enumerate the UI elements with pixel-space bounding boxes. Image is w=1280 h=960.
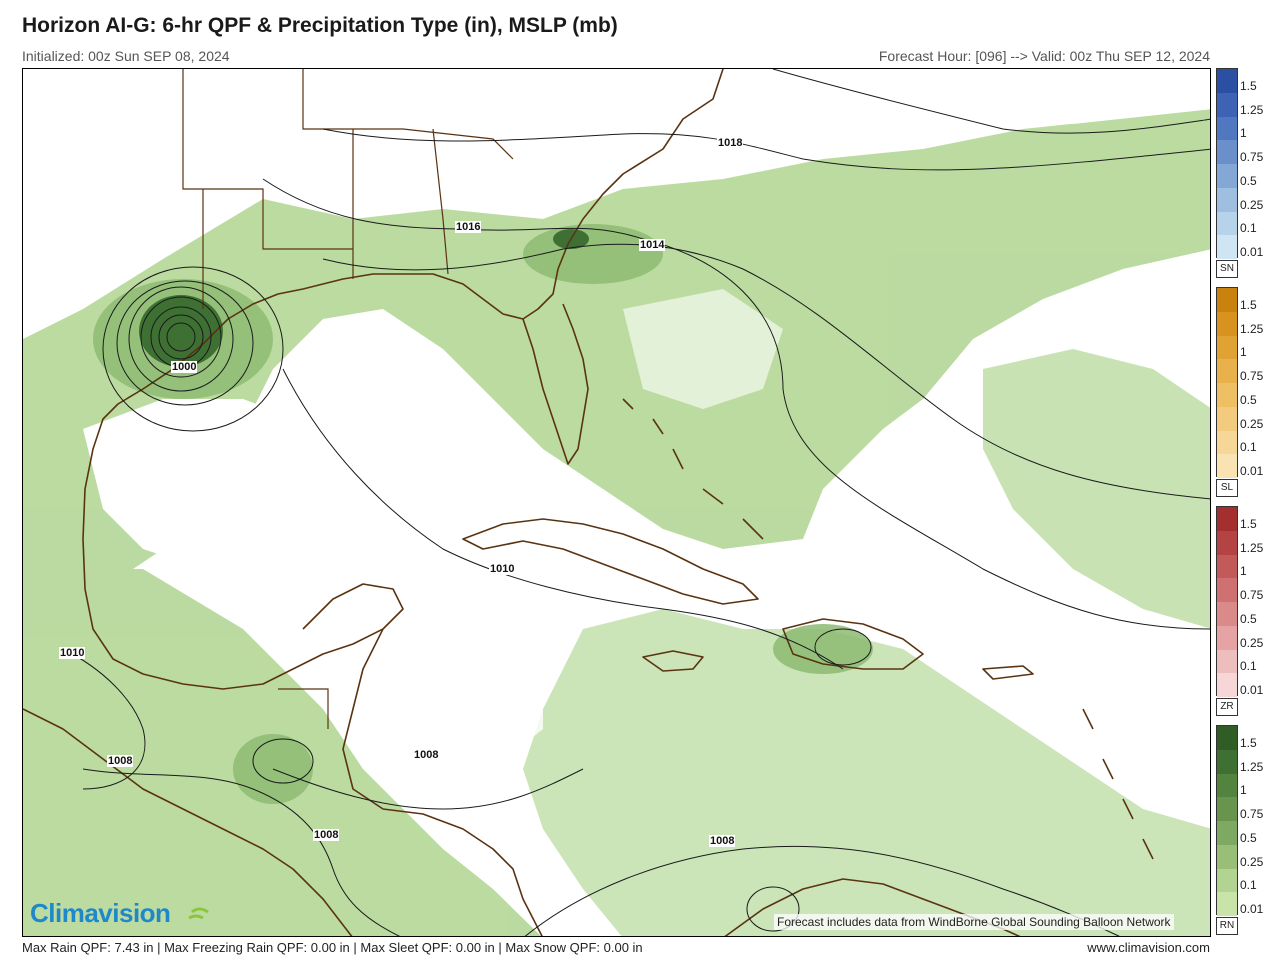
legend-swatch (1217, 383, 1237, 407)
legend-tick-label: 0.75 (1240, 369, 1264, 384)
legend-zr-bar (1216, 506, 1238, 697)
legend-tick-label: 0.1 (1240, 440, 1257, 455)
legend-tick-label: 0.5 (1240, 830, 1257, 845)
isobar-label-1008-south: 1008 (313, 829, 340, 841)
legend-swatch (1217, 288, 1237, 312)
legend-tick-label: 0.01 (1240, 245, 1264, 260)
legend-tick-label: 0.01 (1240, 902, 1264, 917)
coastlines (23, 69, 1154, 936)
legend-zr-tag: ZR (1216, 698, 1238, 716)
legend-swatch (1217, 844, 1237, 869)
legend-swatch (1217, 454, 1237, 478)
legend-swatch (1217, 406, 1237, 431)
legend-tick-label: 1 (1240, 783, 1247, 798)
legend-sleet-bar (1216, 287, 1238, 478)
data-credit: Forecast includes data from WindBorne Gl… (774, 914, 1174, 930)
legend-tick-label: 0.75 (1240, 588, 1264, 603)
forecast-map[interactable]: 1018 1016 1014 1000 1010 1010 1008 1008 … (22, 68, 1211, 937)
isobar-label-1018: 1018 (717, 137, 744, 149)
legend-swatch (1217, 235, 1237, 259)
legend-swatch (1217, 507, 1237, 531)
legend-tick-label: 0.1 (1240, 659, 1257, 674)
legend-tick-label: 0.5 (1240, 611, 1257, 626)
legend-tick-label: 1 (1240, 126, 1247, 141)
legend-swatch (1217, 530, 1237, 555)
legend-tick-label: 0.25 (1240, 854, 1264, 869)
legend-swatch (1217, 359, 1237, 383)
legend-tick-label: 0.5 (1240, 392, 1257, 407)
map-svg (23, 69, 1210, 936)
map-title: Horizon AI-G: 6-hr QPF & Precipitation T… (22, 14, 618, 37)
legend-swatch (1217, 773, 1237, 798)
isobar-label-1008-west: 1008 (107, 755, 134, 767)
isobar-label-1008-east: 1008 (709, 835, 736, 847)
legend-tick-label: 1.25 (1240, 759, 1264, 774)
legend-tick-label: 0.25 (1240, 197, 1264, 212)
legend-swatch (1217, 892, 1237, 916)
legend-tick-label: 1.25 (1240, 540, 1264, 555)
legend-swatch (1217, 726, 1237, 750)
legend-tick-label: 1.25 (1240, 321, 1264, 336)
climavision-logo: Climavision (30, 898, 171, 928)
legend-swatch (1217, 868, 1237, 893)
footer-stats: Max Rain QPF: 7.43 in | Max Freezing Rai… (22, 940, 643, 955)
valid-time: Forecast Hour: [096] --> Valid: 00z Thu … (878, 48, 1210, 64)
legend-tick-label: 1.5 (1240, 516, 1257, 531)
legend-swatch (1217, 749, 1237, 774)
legend-tick-label: 0.75 (1240, 807, 1264, 822)
legend-tick-label: 0.1 (1240, 878, 1257, 893)
isobar-label-1000: 1000 (171, 361, 198, 373)
legend-rain-tag: RN (1216, 917, 1238, 935)
wifi-icon (188, 907, 209, 920)
legend-swatch (1217, 311, 1237, 336)
legend-tick-label: 0.01 (1240, 683, 1264, 698)
legend-tick-label: 0.01 (1240, 464, 1264, 479)
isobar-label-1010-west: 1010 (59, 647, 86, 659)
legend-swatch (1217, 578, 1237, 602)
legend-swatch (1217, 164, 1237, 188)
legend-swatch (1217, 140, 1237, 164)
legend-rain-bar (1216, 725, 1238, 916)
legend-tick-label: 0.25 (1240, 635, 1264, 650)
legend-tick-label: 0.75 (1240, 150, 1264, 165)
isobar-label-1008-central: 1008 (413, 749, 440, 761)
legend-swatch (1217, 554, 1237, 579)
legend-tick-label: 1.5 (1240, 78, 1257, 93)
legend-swatch (1217, 92, 1237, 117)
isobar-label-1010-cuba: 1010 (489, 563, 516, 575)
legend-swatch (1217, 335, 1237, 360)
legend-snow-bar (1216, 68, 1238, 259)
init-time: Initialized: 00z Sun SEP 08, 2024 (22, 48, 230, 64)
borders (182, 69, 514, 729)
legend-tick-label: 1.25 (1240, 102, 1264, 117)
legend-swatch (1217, 649, 1237, 674)
isobar-label-1014: 1014 (639, 239, 666, 251)
legend-swatch (1217, 69, 1237, 93)
legend-tick-label: 1 (1240, 345, 1247, 360)
legend-swatch (1217, 430, 1237, 455)
legend-swatch (1217, 625, 1237, 650)
legend-tick-label: 0.25 (1240, 416, 1264, 431)
dry-areas (83, 69, 1210, 769)
legend-swatch (1217, 821, 1237, 845)
legend-tick-label: 1.5 (1240, 735, 1257, 750)
isobar-label-1016: 1016 (455, 221, 482, 233)
legend-swatch (1217, 602, 1237, 626)
legend-tick-label: 1.5 (1240, 297, 1257, 312)
legend-tick-label: 1 (1240, 564, 1247, 579)
legend-swatch (1217, 211, 1237, 236)
legend-swatch (1217, 116, 1237, 141)
footer-url[interactable]: www.climavision.com (1087, 940, 1210, 955)
legend-sleet-tag: SL (1216, 479, 1238, 497)
legend-swatch (1217, 797, 1237, 821)
legend-swatch (1217, 187, 1237, 212)
legend-swatch (1217, 673, 1237, 697)
legend-tick-label: 0.5 (1240, 173, 1257, 188)
legend-tick-label: 0.1 (1240, 221, 1257, 236)
legend-snow-tag: SN (1216, 260, 1238, 278)
